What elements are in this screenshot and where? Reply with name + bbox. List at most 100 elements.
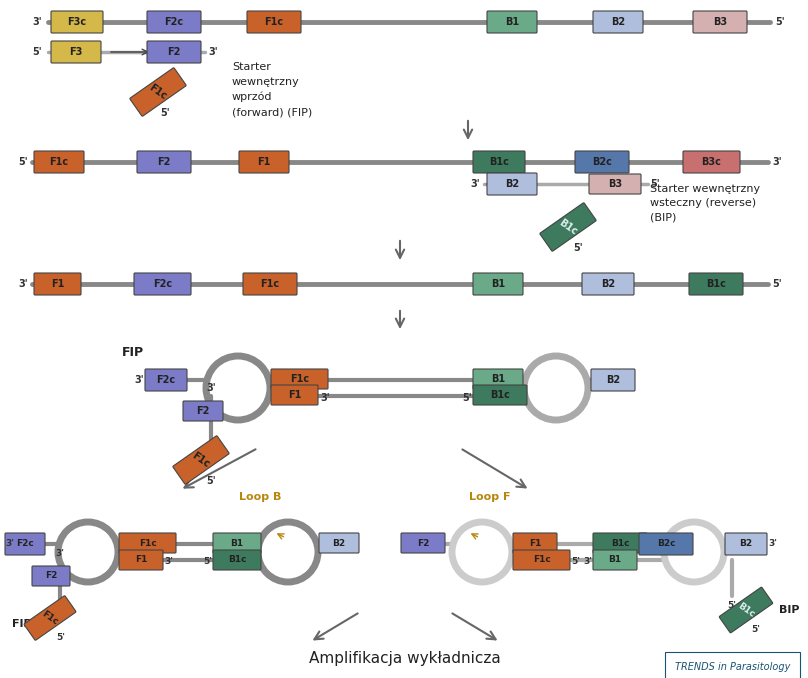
- Text: B2c: B2c: [592, 157, 612, 167]
- Text: F1: F1: [135, 555, 147, 565]
- Text: F1c: F1c: [49, 157, 69, 167]
- Text: 5': 5': [206, 476, 216, 486]
- Text: 3': 3': [208, 47, 217, 57]
- Text: F1: F1: [51, 279, 64, 289]
- FancyBboxPatch shape: [319, 533, 359, 553]
- Text: B1: B1: [505, 17, 519, 27]
- FancyBboxPatch shape: [575, 151, 629, 173]
- Text: B1: B1: [608, 555, 621, 565]
- Text: F1c: F1c: [260, 279, 280, 289]
- Text: F2c: F2c: [157, 375, 175, 385]
- Text: 5': 5': [775, 17, 785, 27]
- Text: B1: B1: [491, 374, 505, 384]
- FancyBboxPatch shape: [591, 369, 635, 391]
- Text: F3c: F3c: [67, 17, 86, 27]
- Text: 3': 3': [56, 549, 65, 558]
- Text: F2: F2: [44, 572, 57, 580]
- Text: 5': 5': [772, 279, 781, 289]
- FancyBboxPatch shape: [593, 533, 647, 553]
- Text: 5': 5': [573, 243, 583, 253]
- Text: B2: B2: [505, 179, 519, 189]
- FancyBboxPatch shape: [147, 41, 201, 63]
- FancyBboxPatch shape: [473, 151, 525, 173]
- FancyBboxPatch shape: [689, 273, 743, 295]
- FancyBboxPatch shape: [24, 596, 76, 640]
- Text: 3': 3': [320, 393, 330, 403]
- Text: B2: B2: [611, 17, 625, 27]
- FancyBboxPatch shape: [173, 436, 229, 484]
- FancyBboxPatch shape: [487, 173, 537, 195]
- Text: B2c: B2c: [657, 540, 675, 549]
- Text: F2: F2: [196, 406, 210, 416]
- Text: B3: B3: [608, 179, 622, 189]
- FancyBboxPatch shape: [582, 273, 634, 295]
- Text: F1c: F1c: [139, 538, 157, 548]
- Text: B1: B1: [230, 538, 243, 548]
- Text: B2: B2: [606, 375, 620, 385]
- Text: B1c: B1c: [706, 279, 726, 289]
- Text: F2: F2: [158, 157, 170, 167]
- FancyBboxPatch shape: [271, 385, 318, 405]
- Text: F2: F2: [417, 538, 429, 548]
- FancyBboxPatch shape: [32, 566, 70, 586]
- FancyBboxPatch shape: [34, 151, 84, 173]
- Text: B2: B2: [739, 540, 752, 549]
- FancyBboxPatch shape: [693, 11, 747, 33]
- FancyBboxPatch shape: [147, 11, 201, 33]
- Text: Loop F: Loop F: [469, 492, 511, 502]
- Text: 5': 5': [650, 179, 659, 189]
- Text: F1c: F1c: [290, 374, 309, 384]
- FancyBboxPatch shape: [119, 533, 176, 553]
- Text: 3': 3': [5, 540, 14, 549]
- FancyBboxPatch shape: [134, 273, 191, 295]
- Text: F2c: F2c: [165, 17, 183, 27]
- Text: F3: F3: [69, 47, 82, 57]
- FancyBboxPatch shape: [51, 11, 103, 33]
- Text: B1c: B1c: [611, 538, 629, 548]
- Text: B1c: B1c: [489, 157, 509, 167]
- Text: 5': 5': [751, 626, 760, 635]
- FancyBboxPatch shape: [473, 369, 523, 389]
- Text: BIP: BIP: [780, 605, 800, 615]
- FancyBboxPatch shape: [513, 533, 557, 553]
- Text: F2: F2: [167, 47, 181, 57]
- Text: 3': 3': [32, 17, 42, 27]
- FancyBboxPatch shape: [589, 174, 641, 194]
- FancyBboxPatch shape: [683, 151, 740, 173]
- Text: 5': 5': [571, 557, 580, 567]
- FancyBboxPatch shape: [213, 550, 261, 570]
- Text: TRENDS in Parasitology: TRENDS in Parasitology: [675, 662, 790, 672]
- Text: B1c: B1c: [490, 390, 510, 400]
- Text: FIP: FIP: [122, 346, 144, 359]
- Text: F1c: F1c: [532, 555, 550, 565]
- Text: Loop B: Loop B: [239, 492, 281, 502]
- Text: 3': 3': [164, 557, 173, 567]
- Text: F1: F1: [257, 157, 271, 167]
- Text: Starter
wewnętrzny
wprzód
(forward) (FIP): Starter wewnętrzny wprzód (forward) (FIP…: [232, 62, 312, 117]
- FancyBboxPatch shape: [725, 533, 767, 555]
- Text: F2c: F2c: [16, 540, 34, 549]
- Text: 3': 3': [470, 179, 480, 189]
- Text: B1c: B1c: [736, 601, 756, 619]
- Text: 5': 5': [203, 557, 212, 565]
- FancyBboxPatch shape: [473, 273, 523, 295]
- FancyBboxPatch shape: [401, 533, 445, 553]
- Text: F1c: F1c: [191, 450, 212, 470]
- Text: 5': 5': [462, 393, 472, 403]
- Text: FIP: FIP: [12, 619, 32, 629]
- FancyBboxPatch shape: [243, 273, 297, 295]
- Text: 3': 3': [19, 279, 28, 289]
- FancyBboxPatch shape: [473, 385, 527, 405]
- Text: 3': 3': [134, 375, 144, 385]
- FancyBboxPatch shape: [51, 41, 101, 63]
- FancyBboxPatch shape: [247, 11, 301, 33]
- Text: B3: B3: [713, 17, 727, 27]
- Text: 3': 3': [583, 557, 592, 565]
- FancyBboxPatch shape: [593, 550, 637, 570]
- FancyBboxPatch shape: [639, 533, 693, 555]
- FancyBboxPatch shape: [130, 68, 186, 116]
- Text: F2c: F2c: [153, 279, 172, 289]
- Text: 3': 3': [772, 157, 781, 167]
- FancyBboxPatch shape: [145, 369, 187, 391]
- Text: 5': 5': [57, 633, 65, 641]
